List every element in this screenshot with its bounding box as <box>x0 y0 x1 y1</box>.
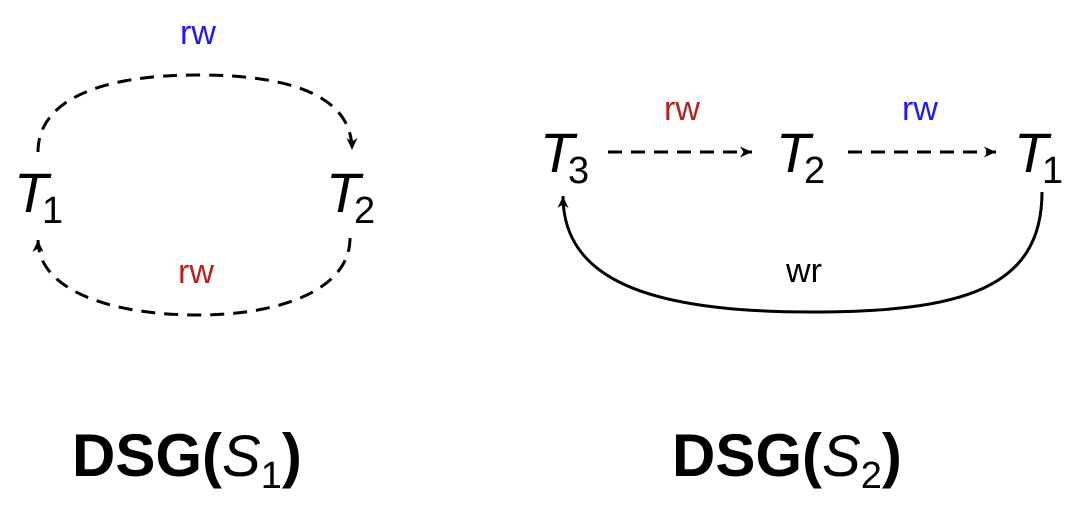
edge-label-rw-t3-t2: rw <box>664 90 700 128</box>
caption-dsg-s2-text: DSG(S2) <box>672 422 902 497</box>
edge-label-rw-top: rw <box>180 14 216 52</box>
node-t2-s2: T 2 <box>776 121 825 192</box>
node-t2-sub: 2 <box>354 190 375 232</box>
edge-label-rw-bottom: rw <box>178 253 214 291</box>
node-t3-base: T <box>540 121 578 184</box>
node-t1-base: T <box>14 161 52 224</box>
node-t3-sub: 3 <box>568 150 589 192</box>
caption-dsg-s2: DSG(S2) <box>672 422 902 497</box>
graph-dsg-s1: rw rw T 1 T 2 DSG(S1) <box>14 14 375 497</box>
caption-dsg-s1-text: DSG(S1) <box>72 422 302 497</box>
edge-label-wr: wr <box>785 252 822 290</box>
node-t2-s2-sub: 2 <box>804 150 825 192</box>
node-t3: T 3 <box>540 121 589 192</box>
caption-dsg-s1: DSG(S1) <box>72 422 302 497</box>
graph-dsg-s2: rw rw wr T 3 T 2 T 1 DSG(S2) <box>540 90 1063 497</box>
node-t1-s2-sub: 1 <box>1042 150 1063 192</box>
edge-t2-to-t1 <box>32 237 352 317</box>
node-t1: T 1 <box>14 161 63 232</box>
node-t1-sub: 1 <box>42 190 63 232</box>
edge-label-rw-t2-t1: rw <box>902 90 938 128</box>
edge-t1-to-t3 <box>557 191 1044 314</box>
node-t1-s2-base: T <box>1014 121 1052 184</box>
edge-t1-to-t2 <box>36 73 358 153</box>
node-t2-base: T <box>326 161 364 224</box>
node-t1-s2: T 1 <box>1014 121 1063 192</box>
node-t2: T 2 <box>326 161 375 232</box>
node-t2-s2-base: T <box>776 121 814 184</box>
